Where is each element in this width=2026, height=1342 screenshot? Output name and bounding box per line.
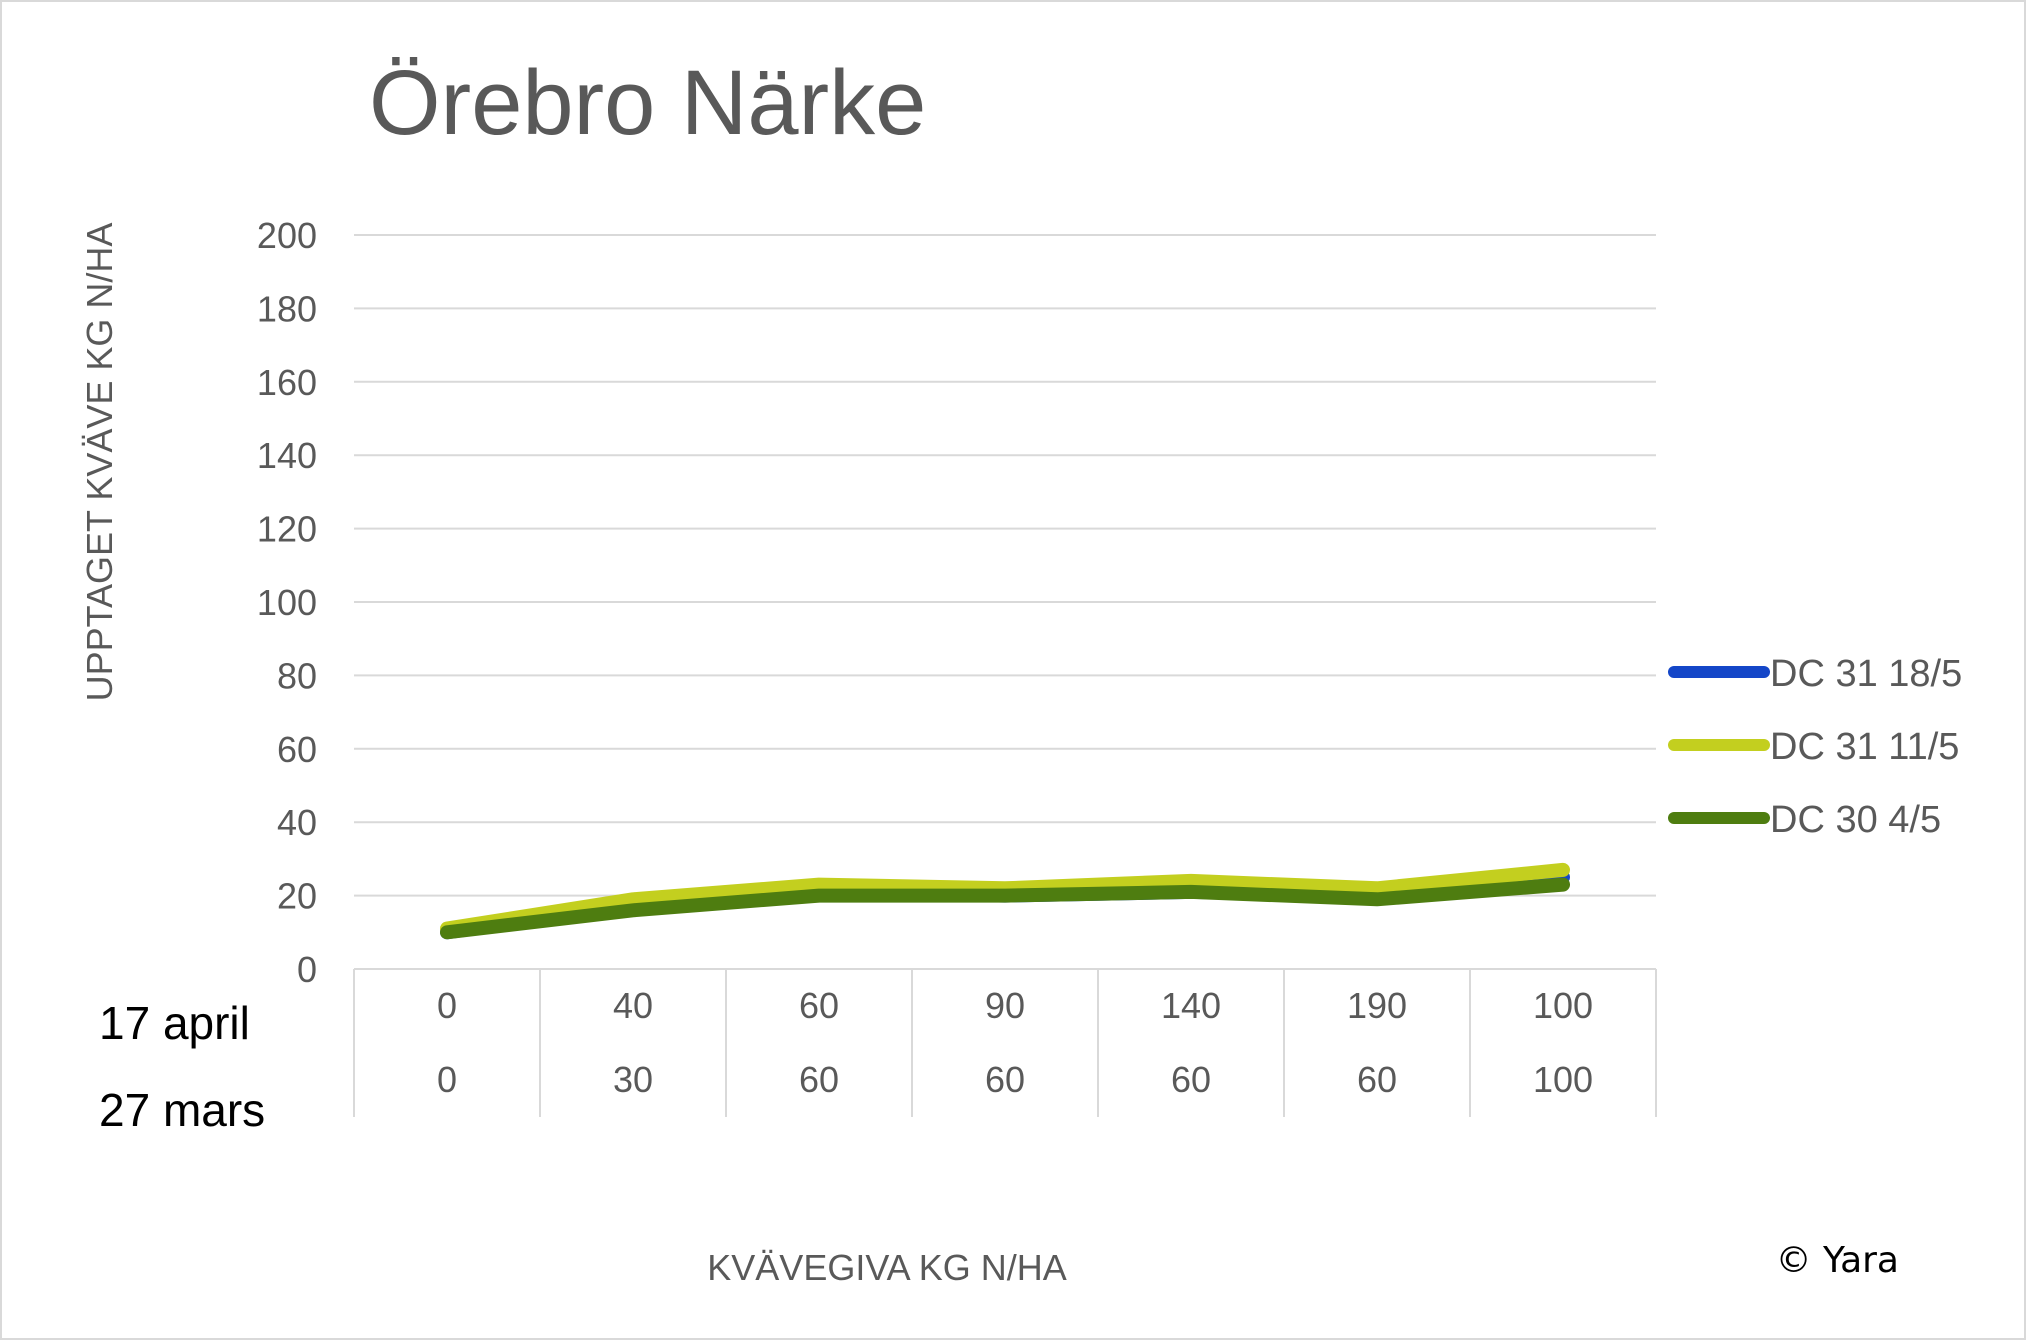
y-tick-label: 120 bbox=[257, 509, 317, 550]
x-category-label: 100 bbox=[1533, 1059, 1593, 1100]
x-category-label: 0 bbox=[437, 1059, 457, 1100]
x-category-label: 30 bbox=[613, 1059, 653, 1100]
x-category-label: 0 bbox=[437, 985, 457, 1026]
gridlines bbox=[354, 234, 1656, 970]
series-lines bbox=[440, 862, 1570, 940]
category-row-label: 17 april bbox=[99, 997, 250, 1049]
x-axis-title: KVÄVEGIVA KG N/HA bbox=[707, 1247, 1066, 1288]
series-line-2 bbox=[440, 877, 1570, 940]
x-category-label: 60 bbox=[1171, 1059, 1211, 1100]
category-row-label: 27 mars bbox=[99, 1084, 265, 1136]
y-axis-ticks: 0 20 40 60 80 100 120 140 160 180 200 bbox=[257, 215, 317, 990]
x-category-label: 90 bbox=[985, 985, 1025, 1026]
x-category-label: 140 bbox=[1161, 985, 1221, 1026]
x-category-label: 60 bbox=[799, 985, 839, 1026]
x-category-label: 100 bbox=[1533, 985, 1593, 1026]
copyright-text: © Yara bbox=[1776, 1240, 1899, 1281]
legend-label: DC 31 11/5 bbox=[1770, 726, 1959, 768]
y-tick-label: 80 bbox=[277, 655, 317, 696]
legend: DC 31 18/5 DC 31 11/5 DC 30 4/5 bbox=[1668, 653, 1962, 841]
legend-label: DC 30 4/5 bbox=[1770, 799, 1941, 841]
y-tick-label: 160 bbox=[257, 362, 317, 403]
y-tick-label: 60 bbox=[277, 729, 317, 770]
chart-title: Örebro Närke bbox=[369, 52, 926, 154]
legend-label: DC 31 18/5 bbox=[1770, 653, 1962, 695]
y-tick-label: 180 bbox=[257, 288, 317, 329]
y-tick-label: 20 bbox=[277, 876, 317, 917]
x-category-label: 40 bbox=[613, 985, 653, 1026]
x-category-label: 190 bbox=[1347, 985, 1407, 1026]
x-category-label: 60 bbox=[985, 1059, 1025, 1100]
y-tick-label: 200 bbox=[257, 215, 317, 256]
x-category-label: 60 bbox=[1357, 1059, 1397, 1100]
series-line-1 bbox=[440, 862, 1570, 936]
y-tick-label: 100 bbox=[257, 582, 317, 623]
y-tick-label: 140 bbox=[257, 435, 317, 476]
y-tick-label: 40 bbox=[277, 802, 317, 843]
y-tick-label: 0 bbox=[297, 949, 317, 990]
x-axis-category-table: 17 april 0 40 60 90 140 190 100 27 mars 0 30 60 60 60… bbox=[99, 969, 1657, 1136]
x-category-label: 60 bbox=[799, 1059, 839, 1100]
y-axis-title: UPPTAGET KVÄVE KG N/HA bbox=[79, 223, 120, 702]
